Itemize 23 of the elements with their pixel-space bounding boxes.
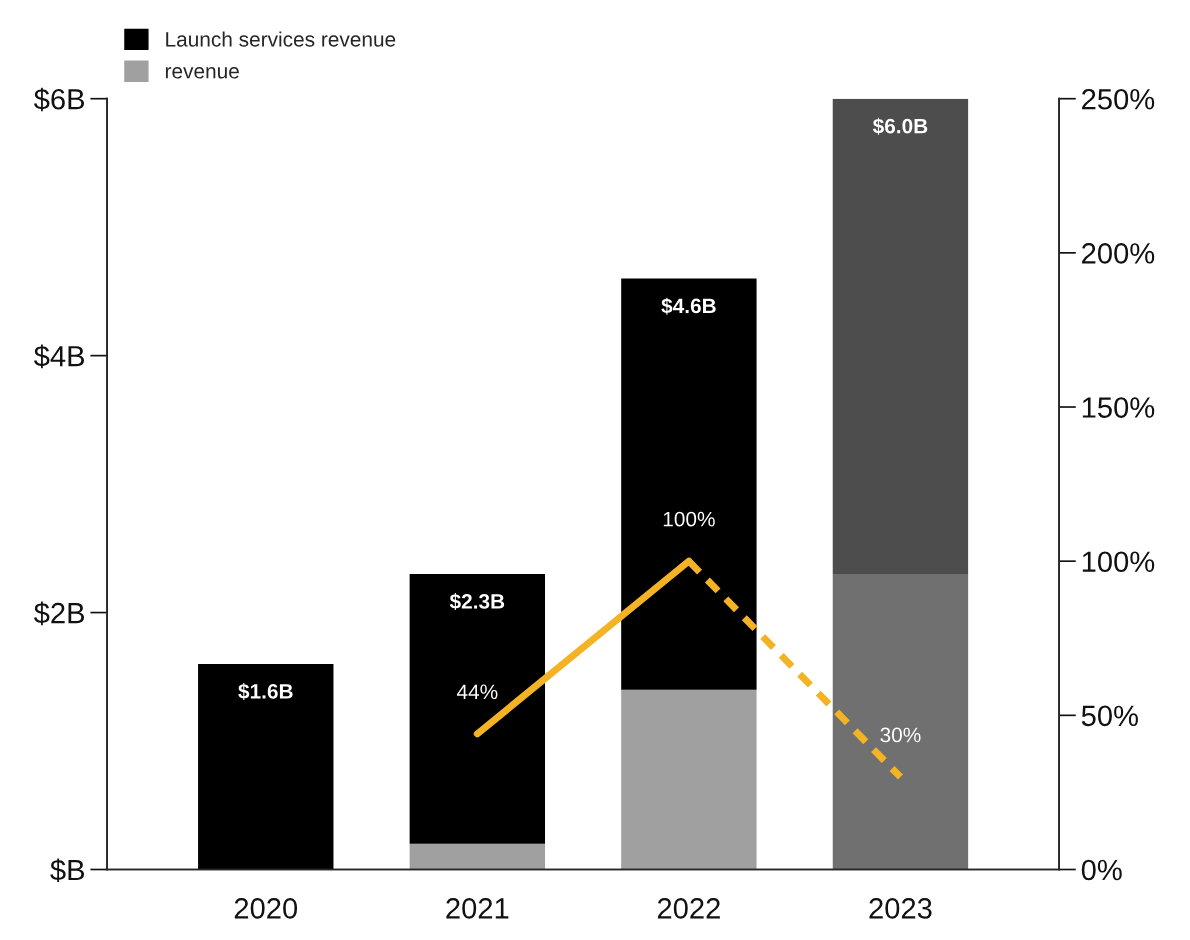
total-label: $2.3B (449, 593, 505, 611)
total-label: $4.6B (661, 297, 716, 315)
y-tick-label: $2B (33, 601, 85, 626)
y-tick-label: $6B (33, 87, 85, 112)
x-tick-label: 2021 (446, 898, 509, 919)
data-label: 100% (663, 511, 715, 527)
legend-label: revenue (165, 67, 239, 79)
y2-tick-label: 250% (1082, 88, 1155, 110)
total-label: $1.6B (238, 683, 293, 701)
y-tick-label: $B (50, 858, 85, 883)
x-tick-label: 2020 (234, 898, 298, 919)
y2-tick-label: 150% (1082, 397, 1155, 418)
x-tick-label: 2022 (657, 898, 720, 919)
y2-tick-label: 0% (1081, 859, 1122, 881)
total-label: $6.0B (872, 117, 928, 135)
legend-label: Launch services revenue (166, 31, 396, 47)
y2-tick-label: 100% (1082, 551, 1155, 573)
y2-tick-label: 200% (1082, 243, 1155, 264)
x-tick-label: 2023 (869, 898, 932, 919)
data-label: 30% (880, 727, 921, 743)
data-label: 44% (456, 684, 498, 700)
y-tick-label: $4B (33, 344, 85, 369)
y2-tick-label: 50% (1081, 705, 1138, 727)
